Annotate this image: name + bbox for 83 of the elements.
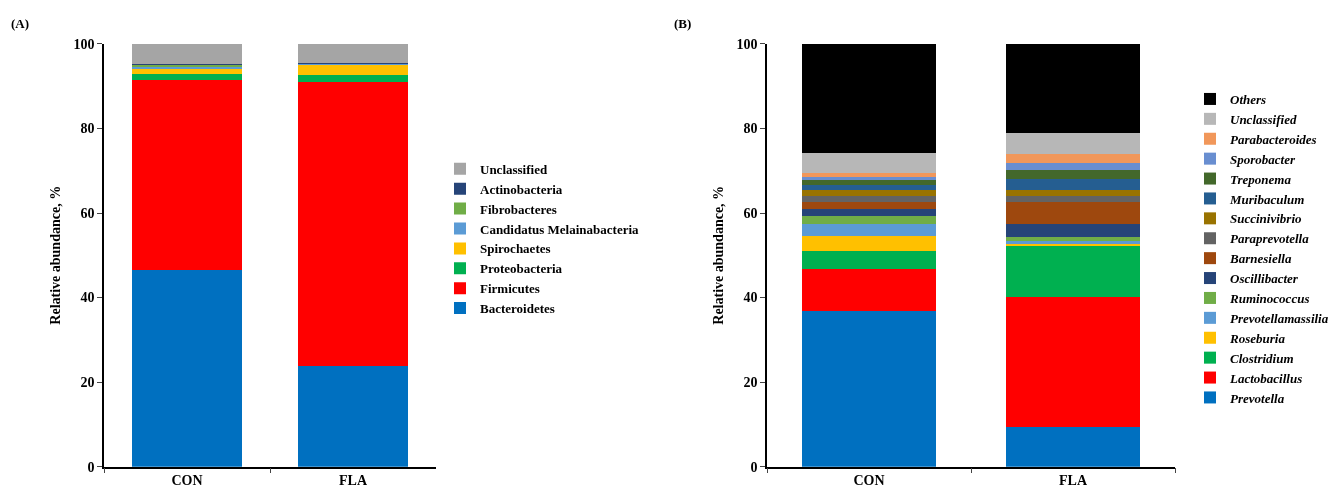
bar	[801, 184, 937, 190]
bar	[132, 43, 242, 65]
y-axis-title: Relative abundance, %	[47, 185, 63, 325]
bar	[1005, 296, 1141, 427]
bar	[801, 311, 937, 467]
bar	[801, 153, 937, 174]
y-tick-label: 60	[743, 205, 758, 221]
y-tick-label: 100	[73, 36, 95, 52]
bar	[298, 81, 408, 366]
y-tick-label: 0	[750, 459, 758, 475]
bar	[1005, 196, 1141, 203]
bar	[1005, 426, 1141, 467]
legend-label: Barnesiella	[1229, 251, 1292, 267]
y-tick-label: 20	[743, 375, 758, 391]
bar	[1005, 246, 1141, 297]
y-axis-title: Relative abundance, %	[710, 185, 726, 325]
x-tick-label: FLA	[339, 473, 368, 489]
legend-label: Fibrobacteres	[480, 201, 557, 217]
y-tick-label: 0	[87, 459, 95, 475]
legend-label: Unclassified	[1230, 111, 1297, 127]
bar	[801, 202, 937, 209]
bar	[298, 64, 408, 75]
legend-label: Others	[1230, 92, 1267, 108]
bar	[132, 269, 242, 467]
legend-label: Firmicutes	[480, 281, 540, 297]
legend-label: Spirochaetes	[480, 241, 551, 257]
legend-label: Lactobacillus	[1229, 370, 1303, 386]
legend-label: Sporobacter	[1230, 151, 1296, 167]
x-tick-label: FLA	[1059, 473, 1088, 489]
y-tick-label: 40	[80, 290, 95, 306]
bar	[801, 173, 937, 177]
legend-label: Candidatus Melainabacteria	[480, 221, 640, 237]
bar	[132, 69, 242, 75]
y-tick-label: 80	[80, 121, 95, 137]
bar	[801, 208, 937, 216]
legend-label: Treponema	[1230, 171, 1292, 187]
bar	[298, 74, 408, 82]
legend-label: Oscillibacter	[1230, 271, 1299, 287]
chart-title: (B)	[674, 16, 692, 31]
bar	[298, 365, 408, 467]
bar	[801, 215, 937, 224]
bar	[801, 180, 937, 185]
bar	[1005, 133, 1141, 154]
bar	[1005, 202, 1141, 224]
bar	[132, 80, 242, 270]
legend-label: Succinivibrio	[1230, 211, 1303, 227]
bar	[801, 235, 937, 252]
bar	[1005, 189, 1141, 197]
legend-label: Muribaculum	[1229, 191, 1305, 207]
bar	[1005, 178, 1141, 190]
legend-label: Clostridium	[1230, 350, 1294, 366]
chart-title: (A)	[11, 16, 30, 31]
bar	[801, 189, 937, 197]
bar	[801, 268, 937, 312]
y-tick-label: 80	[743, 121, 758, 137]
legend-label: Proteobacteria	[480, 261, 563, 277]
bar	[1005, 236, 1141, 241]
bar	[801, 223, 937, 236]
x-tick-label: CON	[853, 473, 885, 489]
legend-label: Parabacteroides	[1230, 131, 1317, 147]
y-tick-label: 60	[80, 205, 95, 221]
legend-label: Prevotellamassilia	[1230, 310, 1329, 326]
legend-label: Unclassified	[480, 161, 548, 177]
bar	[801, 196, 937, 203]
x-tick-label: CON	[171, 473, 203, 489]
bar	[132, 74, 242, 81]
legend-label: Paraprevotella	[1230, 231, 1310, 247]
y-tick-label: 40	[743, 290, 758, 306]
bar	[1005, 163, 1141, 171]
y-tick-label: 20	[80, 375, 95, 391]
y-tick-label: 100	[736, 36, 758, 52]
legend-label: Ruminococcus	[1229, 291, 1310, 307]
legend-label: Bacteroidetes	[480, 301, 555, 317]
legend-label: Roseburia	[1229, 330, 1286, 346]
bar	[1005, 43, 1141, 134]
legend-label: Prevotella	[1230, 390, 1285, 406]
bar	[1005, 223, 1141, 237]
bar	[1005, 153, 1141, 164]
bar	[298, 43, 408, 63]
bar	[801, 43, 937, 154]
bar	[1005, 170, 1141, 179]
legend-label: Actinobacteria	[480, 181, 563, 197]
bar	[801, 251, 937, 269]
